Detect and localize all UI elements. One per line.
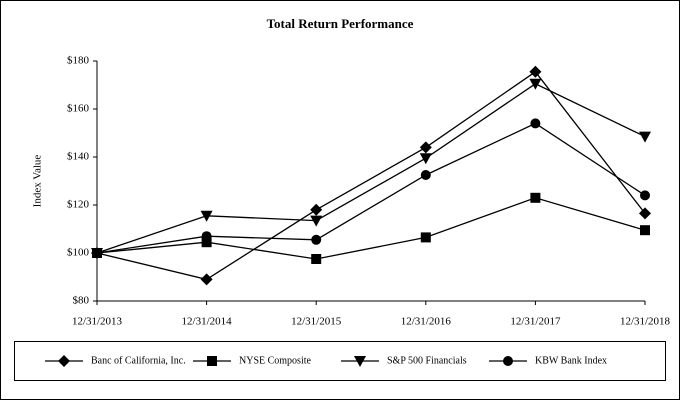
data-point: [420, 232, 431, 243]
y-tick-label: $120: [67, 199, 90, 211]
y-tick-label: $160: [67, 103, 90, 115]
data-point: [311, 234, 322, 245]
data-point: [200, 273, 213, 286]
y-tick-label: $180: [67, 55, 90, 67]
data-point: [92, 248, 102, 258]
data-point: [419, 153, 432, 165]
legend-box: [14, 341, 666, 381]
data-point: [639, 131, 651, 143]
data-point: [530, 118, 541, 129]
data-point: [419, 141, 432, 154]
data-point: [200, 210, 213, 222]
data-point: [201, 237, 212, 248]
x-tick-label: 12/31/2013: [72, 316, 123, 328]
data-point: [420, 170, 431, 180]
legend-marker: [354, 356, 366, 367]
legend-marker: [207, 356, 217, 366]
data-point: [201, 231, 212, 242]
data-point: [640, 225, 650, 236]
x-tick-label: 12/31/2018: [620, 316, 671, 328]
data-point: [529, 65, 542, 78]
legend-label: Banc of California, Inc.: [91, 355, 186, 366]
data-point: [639, 207, 651, 220]
series-line: [96, 70, 646, 281]
legend-label: S&P 500 Financials: [387, 355, 467, 366]
x-tick-label: 12/31/2014: [182, 316, 233, 328]
x-tick-label: 12/31/2016: [401, 316, 452, 328]
x-tick-label: 12/31/2015: [291, 316, 342, 328]
y-tick-label: $100: [67, 247, 90, 259]
legend-label: NYSE Composite: [239, 355, 312, 366]
series-line: [96, 122, 646, 254]
data-point: [640, 190, 650, 201]
data-point: [310, 215, 323, 227]
data-point: [529, 78, 542, 90]
legend-marker: [58, 355, 70, 367]
series-line: [96, 83, 646, 254]
legend-marker: [503, 356, 513, 366]
series-line: [96, 197, 646, 260]
x-tick-label: 12/31/2017: [510, 316, 561, 328]
chart-title: Total Return Performance: [267, 16, 414, 31]
data-point: [530, 192, 541, 203]
data-point: [311, 254, 322, 264]
y-axis-label: Index Value: [32, 155, 44, 208]
legend-label: KBW Bank Index: [535, 355, 607, 366]
y-tick-label: $140: [67, 151, 90, 163]
y-tick-label: $80: [73, 295, 90, 307]
data-point: [310, 203, 323, 216]
